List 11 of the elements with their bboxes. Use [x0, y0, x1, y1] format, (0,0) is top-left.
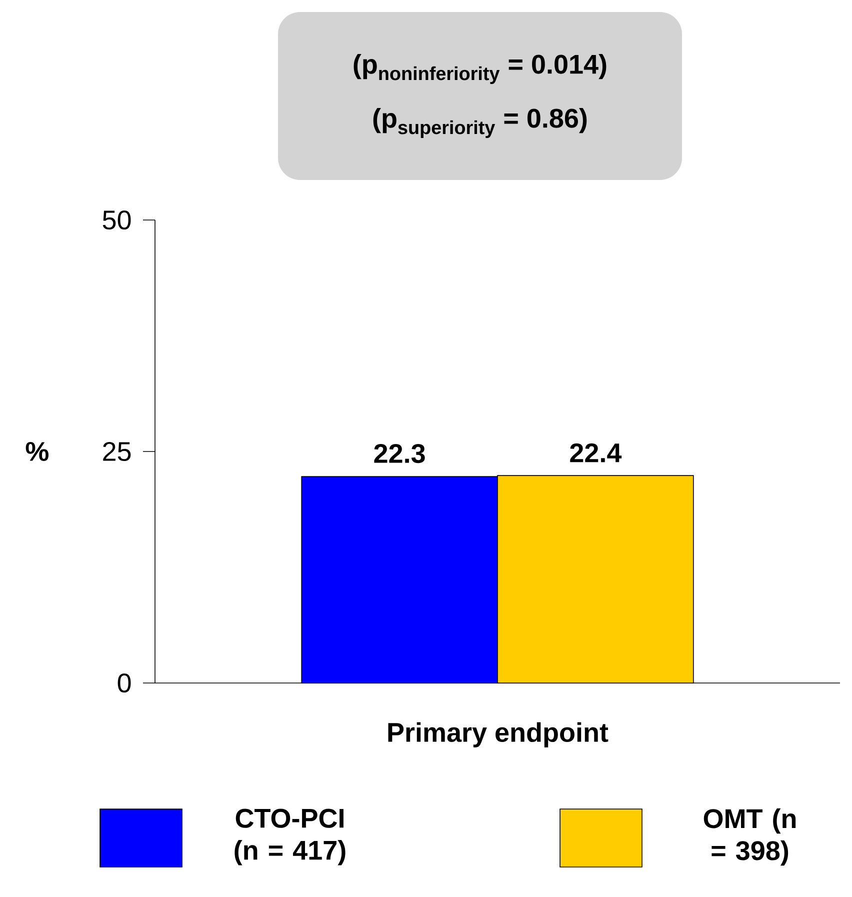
data-label: 22.4: [570, 443, 622, 462]
legend-label: CTO-PCI (n = 417): [234, 808, 346, 866]
y-axis-title: %: [26, 442, 48, 461]
y-tick-label: 50: [102, 210, 131, 230]
y-tick-label: 0: [118, 673, 131, 693]
y-tick-label: 25: [103, 442, 131, 462]
x-tick-label: Primary endpoint: [388, 722, 608, 748]
legend-label: OMT (n = 398): [704, 808, 796, 866]
text: $\textbf{(p}_{\textbf{superiority}}\textbf{ = 0.86)}$: [373, 108, 587, 138]
data-label: 22.3: [374, 444, 425, 464]
text: $\textbf{(p}_{\textbf{noninferiority}}\textbf{ = 0.014)}$: [354, 54, 606, 84]
